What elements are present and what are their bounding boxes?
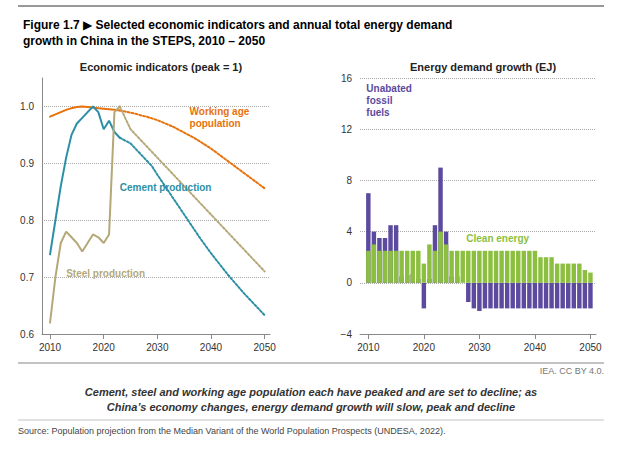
svg-text:2030: 2030 xyxy=(468,342,491,353)
svg-text:Clean energy: Clean energy xyxy=(466,233,529,244)
svg-text:0: 0 xyxy=(346,277,352,288)
svg-text:fossil: fossil xyxy=(366,95,392,106)
svg-text:growth in China in the STEPS,: growth in China in the STEPS, 2010 – 205… xyxy=(23,34,265,48)
svg-text:−4: −4 xyxy=(341,329,353,340)
svg-text:2020: 2020 xyxy=(413,342,436,353)
svg-text:2010: 2010 xyxy=(39,342,62,353)
svg-text:IEA. CC BY 4.0.: IEA. CC BY 4.0. xyxy=(540,366,604,376)
svg-text:2050: 2050 xyxy=(254,342,277,353)
svg-text:Cement production: Cement production xyxy=(120,182,212,193)
svg-text:2040: 2040 xyxy=(200,342,223,353)
svg-text:2010: 2010 xyxy=(357,342,380,353)
svg-text:Cement, steel and working age: Cement, steel and working age population… xyxy=(85,386,537,398)
svg-text:Working age: Working age xyxy=(190,106,250,117)
svg-text:4: 4 xyxy=(346,226,352,237)
svg-text:2050: 2050 xyxy=(579,342,602,353)
svg-text:2030: 2030 xyxy=(146,342,169,353)
svg-text:0.7: 0.7 xyxy=(20,272,34,283)
svg-text:12: 12 xyxy=(341,124,353,135)
svg-text:Unabated: Unabated xyxy=(366,83,412,94)
svg-text:Source: Population projection: Source: Population projection from the M… xyxy=(18,426,445,436)
svg-text:fuels: fuels xyxy=(366,107,390,118)
svg-text:1.0: 1.0 xyxy=(20,101,34,112)
svg-text:0.9: 0.9 xyxy=(20,158,34,169)
svg-text:16: 16 xyxy=(341,73,353,84)
svg-text:0.6: 0.6 xyxy=(20,329,34,340)
svg-text:0.8: 0.8 xyxy=(20,215,34,226)
svg-text:Economic indicators (peak = 1): Economic indicators (peak = 1) xyxy=(80,61,243,73)
svg-text:Steel production: Steel production xyxy=(66,268,145,279)
svg-text:Energy demand growth (EJ): Energy demand growth (EJ) xyxy=(410,61,556,73)
svg-text:Figure 1.7 ▶ Selected economic: Figure 1.7 ▶ Selected economic indicator… xyxy=(23,18,452,32)
svg-text:2040: 2040 xyxy=(524,342,547,353)
svg-text:population: population xyxy=(190,118,241,129)
svg-text:8: 8 xyxy=(346,175,352,186)
svg-text:2020: 2020 xyxy=(93,342,116,353)
svg-text:China’s economy changes, energ: China’s economy changes, energy demand g… xyxy=(107,401,515,413)
